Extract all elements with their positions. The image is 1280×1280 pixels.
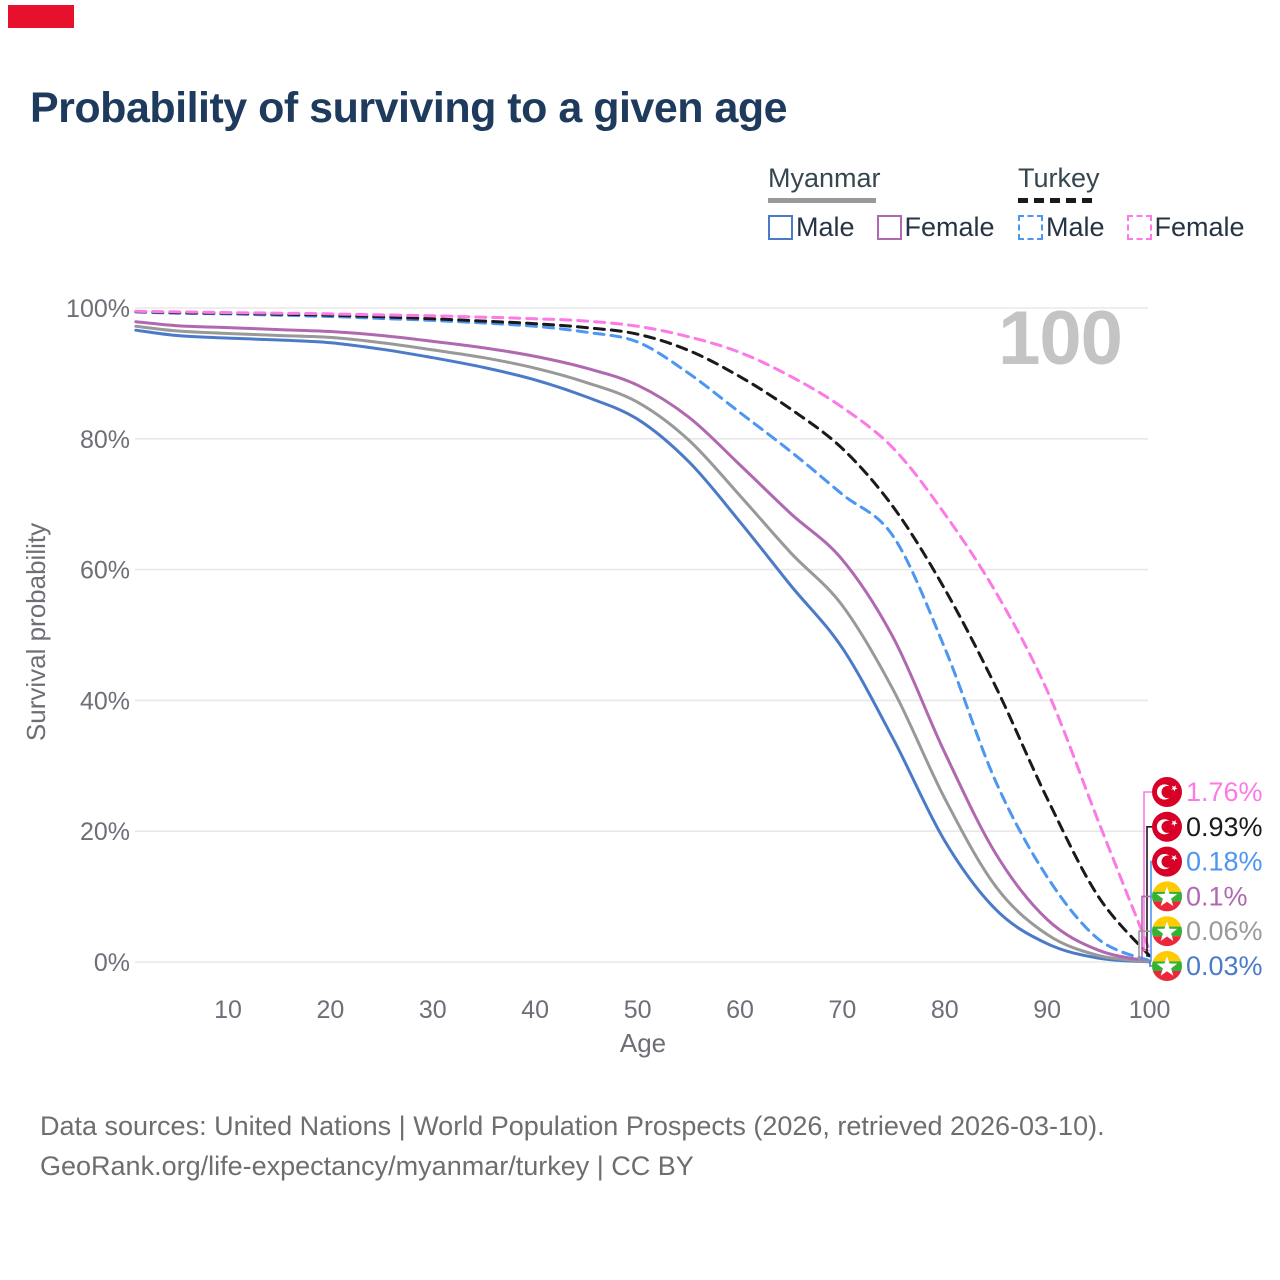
legend-country-label-turkey: Turkey: [1018, 163, 1100, 193]
y-axis-title: Survival probability: [21, 523, 51, 741]
turkey-flag-icon: [1152, 846, 1182, 877]
legend-item-label: Male: [796, 212, 855, 242]
watermark-age-100: 100: [998, 296, 1123, 381]
curve-turkey-female: [134, 309, 1152, 952]
end-label-myanmar-female: 0.1%: [1186, 881, 1248, 911]
x-tick-label: 70: [828, 996, 856, 1024]
x-tick-label: 80: [931, 996, 959, 1024]
end-label-myanmar-male: 0.03%: [1186, 951, 1263, 981]
legend-item-myanmar-male[interactable]: Male: [768, 212, 855, 243]
legend-country-label-myanmar: Myanmar: [768, 163, 881, 193]
legend-item-turkey-male[interactable]: Male: [1018, 212, 1105, 243]
legend-item-label: Female: [1154, 212, 1245, 242]
myanmar-flag-icon: [1152, 881, 1182, 912]
turkey-male-swatch-icon: [1018, 215, 1043, 240]
legend-item-label: Male: [1046, 212, 1105, 242]
legend-line-sample-turkey: [1018, 198, 1098, 203]
x-tick-label: 30: [419, 996, 447, 1024]
y-tick-label: 60%: [80, 557, 130, 585]
turkey-female-swatch-icon: [1126, 215, 1152, 240]
data-sources-footer: Data sources: United Nations | World Pop…: [40, 1106, 1105, 1186]
curve-turkey-male: [134, 310, 1152, 963]
end-label-leader-line: [1146, 826, 1152, 957]
legend-group-myanmar: Myanmar Male Female: [768, 163, 1017, 243]
footer-line-1: Data sources: United Nations | World Pop…: [40, 1111, 1105, 1141]
page-title: Probability of surviving to a given age: [30, 84, 788, 132]
y-tick-label: 80%: [80, 426, 130, 454]
end-label-leader-line: [1149, 860, 1152, 962]
end-label-leader-line: [1149, 961, 1152, 967]
red-banner-marker: [8, 5, 74, 28]
myanmar-flag-icon: [1152, 916, 1182, 947]
end-label-leader-line: [1138, 930, 1152, 963]
x-tick-label: 40: [521, 996, 549, 1024]
legend: Myanmar Male Female Turkey Male: [0, 163, 1280, 243]
x-tick-label: 50: [624, 996, 652, 1024]
curve-myanmar-male: [134, 328, 1152, 964]
myanmar-flag-icon: [1152, 951, 1182, 981]
myanmar-male-swatch-icon: [768, 215, 793, 240]
legend-item-myanmar-female[interactable]: Female: [876, 212, 995, 243]
end-label-turkey-female: 1.76%: [1186, 777, 1263, 807]
x-axis-title: Age: [620, 1028, 666, 1058]
end-label-turkey-both-sexes: 0.93%: [1186, 812, 1263, 842]
end-label-myanmar-both-sexes: 0.06%: [1186, 916, 1263, 946]
legend-item-turkey-female[interactable]: Female: [1126, 212, 1245, 243]
x-tick-label: 10: [214, 996, 242, 1024]
legend-group-turkey: Turkey Male Female: [1018, 163, 1267, 243]
myanmar-female-swatch-icon: [876, 215, 902, 240]
curve-myanmar-both-sexes: [134, 324, 1152, 964]
y-tick-label: 0%: [94, 949, 130, 977]
y-tick-label: 40%: [80, 687, 130, 715]
legend-line-sample-myanmar: [768, 198, 876, 203]
x-tick-label: 20: [316, 996, 344, 1024]
y-tick-label: 20%: [80, 818, 130, 846]
turkey-flag-icon: [1152, 811, 1182, 842]
x-tick-label: 60: [726, 996, 754, 1024]
end-label-turkey-male: 0.18%: [1186, 847, 1263, 877]
curve-myanmar-female: [134, 320, 1152, 963]
legend-item-label: Female: [904, 212, 995, 242]
turkey-flag-icon: [1152, 777, 1182, 807]
x-tick-label: 100: [1129, 996, 1171, 1024]
x-tick-label: 90: [1033, 996, 1061, 1024]
footer-line-2: GeoRank.org/life-expectancy/myanmar/turk…: [40, 1151, 694, 1181]
y-tick-label: 100%: [66, 295, 130, 323]
